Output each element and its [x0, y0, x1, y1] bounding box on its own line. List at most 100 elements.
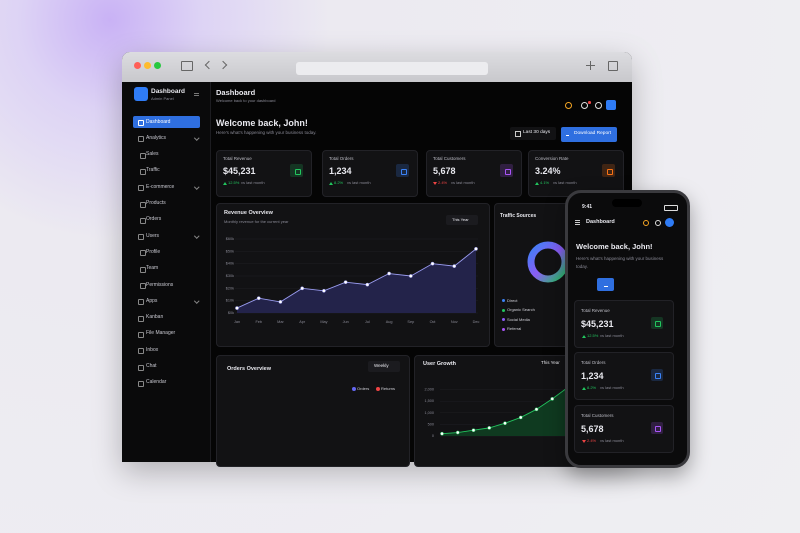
- stat-note: vs last month: [451, 180, 475, 185]
- nav-item[interactable]: Dashboard: [146, 118, 171, 125]
- nav-item[interactable]: Calendar: [146, 379, 167, 386]
- nav-item[interactable]: Kanban: [146, 314, 164, 321]
- sidebar-toggle[interactable]: [181, 61, 193, 71]
- nav-icon: [138, 234, 144, 241]
- data-point: [474, 247, 478, 251]
- new-tab-button[interactable]: [590, 61, 592, 70]
- y-tick-label: $40k: [226, 262, 234, 266]
- sidebar: [122, 82, 211, 462]
- stat-note: vs last month: [241, 180, 265, 185]
- stat-note: vs last month: [553, 180, 577, 185]
- user-avatar[interactable]: [606, 100, 616, 110]
- nav-item[interactable]: Team: [146, 265, 159, 272]
- page-subtitle: Welcome back to your dashboard: [216, 98, 276, 103]
- stat-change: 4.1%: [540, 180, 550, 185]
- data-point: [365, 282, 370, 287]
- legend-label: Social Media: [507, 316, 530, 322]
- period-label[interactable]: This Year: [541, 360, 560, 365]
- chart-subtitle: Monthly revenue for the current year: [224, 219, 289, 224]
- chart-title: Revenue Overview: [224, 210, 273, 216]
- y-tick-label: $20k: [226, 286, 234, 290]
- brand-name: Dashboard: [151, 88, 185, 95]
- data-point: [322, 288, 326, 293]
- nav-item[interactable]: Apps: [146, 297, 158, 304]
- close-button[interactable]: [134, 62, 141, 69]
- legend-dot: [502, 318, 505, 321]
- stat-label: Total Customers: [433, 156, 466, 161]
- nav-icon: [140, 266, 146, 273]
- nav-icon: [138, 315, 144, 322]
- legend-dot: [352, 387, 356, 391]
- period-label[interactable]: This Year: [452, 216, 469, 222]
- stat-value: $45,231: [223, 166, 256, 176]
- x-tick-label: Aug: [386, 320, 393, 324]
- stat-icon-glyph: [294, 168, 301, 175]
- nav-item[interactable]: Orders: [146, 216, 162, 223]
- nav-item[interactable]: Inbox: [146, 346, 159, 353]
- maximize-button[interactable]: [154, 62, 161, 69]
- stat-value: 3.24%: [535, 166, 561, 176]
- header-icon[interactable]: [581, 102, 588, 109]
- minimize-button[interactable]: [144, 62, 151, 69]
- trend-up-icon: [329, 182, 333, 185]
- data-point: [452, 264, 457, 268]
- header-icon[interactable]: [595, 102, 602, 109]
- brand-subtitle: Admin Panel: [151, 96, 174, 101]
- nav-item[interactable]: Analytics: [146, 134, 167, 141]
- nav-item[interactable]: Permissions: [146, 281, 174, 288]
- header-icon[interactable]: [565, 102, 572, 109]
- y-tick-label: 500: [428, 422, 434, 426]
- stat-change: 12.5%: [228, 180, 240, 185]
- x-tick-label: Jul: [365, 320, 370, 324]
- data-point: [518, 415, 523, 420]
- data-point: [278, 300, 283, 304]
- data-point: [534, 407, 539, 412]
- x-tick-label: May: [320, 320, 327, 324]
- legend-dot: [502, 327, 505, 331]
- line: [236, 248, 477, 309]
- page-title: Dashboard: [216, 88, 256, 97]
- y-tick-label: 0: [432, 434, 434, 438]
- period-select[interactable]: [368, 361, 400, 372]
- period-label[interactable]: Weekly: [374, 363, 389, 368]
- nav-item[interactable]: File Manager: [146, 330, 176, 337]
- legend-label: Referral: [507, 326, 522, 331]
- download-button[interactable]: [561, 127, 617, 142]
- data-point: [455, 430, 460, 435]
- chart-title: Traffic Sources: [500, 213, 537, 219]
- stat-note: vs last month: [347, 180, 371, 185]
- nav-item[interactable]: Users: [146, 232, 160, 239]
- legend-dot: [376, 387, 380, 391]
- y-tick-label: $30k: [226, 274, 234, 278]
- collapse-button[interactable]: [194, 93, 199, 94]
- address-bar[interactable]: [296, 62, 488, 75]
- tabs-button[interactable]: [608, 61, 618, 71]
- period-select[interactable]: [446, 215, 478, 225]
- date-range-label: Last 30 days: [523, 130, 551, 135]
- nav-active-bg: [133, 116, 200, 128]
- nav-item[interactable]: Chat: [146, 363, 157, 369]
- trend-down-icon: [433, 182, 437, 185]
- nav-icon: [138, 364, 144, 371]
- nav-item[interactable]: Profile: [146, 248, 161, 255]
- data-point: [471, 428, 476, 433]
- date-range-button[interactable]: [510, 127, 556, 140]
- data-point: [387, 271, 391, 276]
- nav-icon: [140, 217, 146, 224]
- stat-icon-glyph: [606, 168, 613, 175]
- nav-item[interactable]: Products: [146, 200, 166, 206]
- nav-item[interactable]: Sales: [146, 151, 159, 158]
- welcome-title: Welcome back, John!: [216, 118, 308, 128]
- nav-item[interactable]: E-commerce: [146, 183, 175, 190]
- y-tick-label: $10k: [226, 299, 234, 303]
- x-tick-label: Feb: [255, 320, 262, 324]
- nav-icon: [138, 185, 144, 192]
- download-label[interactable]: Download Report: [574, 131, 612, 136]
- x-tick-label: Dec: [473, 320, 480, 324]
- legend-label: Orders: [357, 386, 370, 391]
- stat-label: Conversion Rate: [535, 156, 569, 161]
- nav-item[interactable]: Traffic: [146, 167, 160, 174]
- stat-change: 8.2%: [334, 180, 344, 185]
- area: [442, 387, 568, 436]
